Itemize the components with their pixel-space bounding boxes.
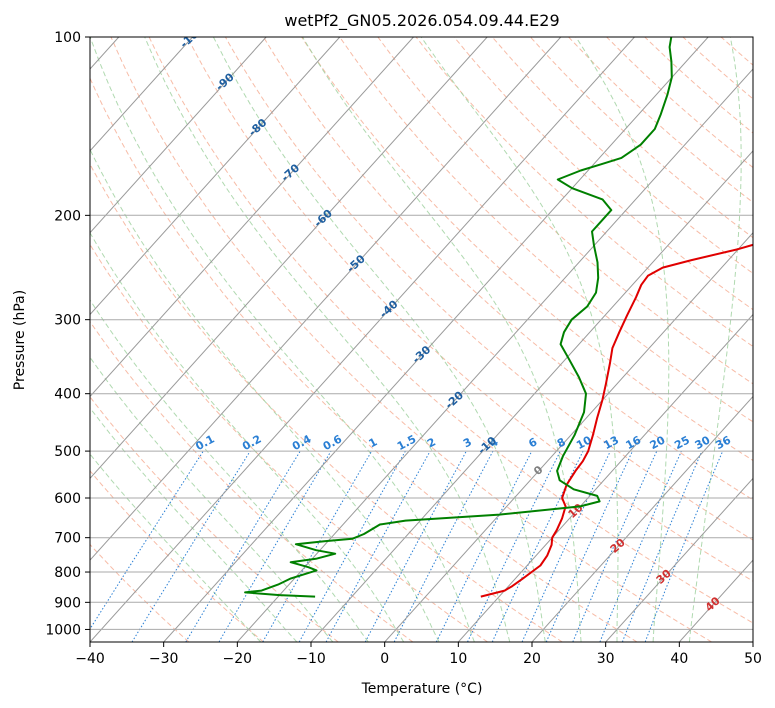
moist-adiabat xyxy=(420,37,619,642)
isotherm xyxy=(384,232,753,642)
dry-adiabat xyxy=(301,37,753,462)
dry-adiabat xyxy=(415,37,753,348)
moist-adiabat xyxy=(688,37,742,642)
x-tick-label: 50 xyxy=(744,651,762,667)
background-lines xyxy=(90,37,753,642)
x-tick-label: −10 xyxy=(296,651,326,667)
dry-adiabat xyxy=(90,396,339,642)
moist-adiabat xyxy=(302,37,582,642)
moist-adiabat xyxy=(212,37,546,642)
y-tick-label: 200 xyxy=(54,208,81,224)
dewpoint-line xyxy=(244,37,673,598)
y-axis-ticks: 100 200 300 400 500 600 700 800 900 1000 xyxy=(45,30,90,638)
isotherm xyxy=(90,37,414,398)
mixing-ratio-line xyxy=(90,450,204,630)
dry-adiabat xyxy=(262,37,753,501)
profile-series xyxy=(244,37,753,598)
mixing-ratio-label: 30 xyxy=(693,433,713,452)
isotherm xyxy=(90,37,341,316)
mixing-ratio-line xyxy=(621,450,703,642)
x-axis-ticks: −40 −30 −20 −10 0 10 20 30 40 50 xyxy=(75,642,762,667)
moist-adiabat xyxy=(90,148,440,642)
x-tick-label: 30 xyxy=(597,651,615,667)
dry-adiabat xyxy=(90,320,414,642)
y-tick-label: 700 xyxy=(54,531,81,547)
x-tick-label: −20 xyxy=(223,651,253,667)
mixing-ratio-label: 13 xyxy=(601,433,621,452)
moist-adiabat xyxy=(144,37,511,642)
isotherm xyxy=(457,313,753,642)
y-tick-label: 100 xyxy=(54,30,81,46)
mixing-ratio-label: 25 xyxy=(672,433,692,452)
isotherm xyxy=(163,37,709,642)
y-axis-title: Pressure (hPa) xyxy=(12,290,28,390)
y-tick-label: 1000 xyxy=(45,622,81,638)
mixing-ratio-line xyxy=(185,450,301,642)
moist-adiabat xyxy=(90,299,369,642)
plot-frame xyxy=(89,36,754,643)
mixing-ratio-line xyxy=(491,450,584,642)
y-tick-label: 900 xyxy=(54,595,81,611)
mixing-ratio-line xyxy=(325,450,431,642)
mixing-ratio-label: 20 xyxy=(648,433,668,452)
isotherm xyxy=(310,150,753,642)
isotherm xyxy=(90,37,562,561)
dry-adiabat xyxy=(186,37,753,582)
mixing-ratio-label: 16 xyxy=(624,433,644,452)
moist-adiabat xyxy=(90,37,475,642)
dry-adiabat xyxy=(224,37,753,541)
dry-adiabat xyxy=(377,37,753,385)
mixing-ratio-line xyxy=(364,450,467,642)
y-tick-label: 300 xyxy=(54,313,81,329)
y-tick-label: 400 xyxy=(54,387,81,403)
x-tick-label: −40 xyxy=(75,651,105,667)
mixing-ratio-line xyxy=(545,450,633,642)
isotherm xyxy=(90,37,267,234)
mixing-ratio-line xyxy=(572,450,658,642)
chart-title: wetPf2_GN05.2026.054.09.44.E29 xyxy=(284,11,559,31)
dry-adiabat xyxy=(491,37,753,275)
dry-adiabat xyxy=(567,37,753,204)
mixing-ratio-line xyxy=(298,450,406,642)
x-tick-label: 40 xyxy=(670,651,688,667)
mixing-ratio-line xyxy=(599,450,682,642)
x-tick-label: −30 xyxy=(149,651,179,667)
isotherm xyxy=(90,37,488,480)
dry-adiabat xyxy=(90,243,488,642)
dry-adiabat xyxy=(110,37,712,642)
x-tick-label: 20 xyxy=(523,651,541,667)
dry-adiabat xyxy=(148,37,753,624)
isotherm xyxy=(605,477,753,642)
moist-adiabat xyxy=(90,231,405,642)
moist-adiabat xyxy=(90,356,334,642)
isotherm xyxy=(90,37,193,152)
moist-adiabat xyxy=(575,37,670,642)
x-tick-label: 10 xyxy=(449,651,467,667)
y-tick-label: 800 xyxy=(54,565,81,581)
mixing-ratio-label: 36 xyxy=(713,433,733,452)
dry-adiabat xyxy=(90,77,638,642)
y-tick-label: 500 xyxy=(54,444,81,460)
mixing-ratio-line xyxy=(644,450,724,642)
isotherm xyxy=(90,37,635,642)
x-tick-label: 0 xyxy=(380,651,389,667)
temperature-line xyxy=(480,243,753,598)
x-axis-title: Temperature (°C) xyxy=(361,681,483,697)
mixing-ratio-line xyxy=(435,450,533,642)
isotherm xyxy=(531,395,753,642)
dry-adiabat xyxy=(339,37,753,423)
mixing-ratio-line xyxy=(393,450,494,642)
mixing-ratio-line xyxy=(131,450,251,642)
y-tick-label: 600 xyxy=(54,491,81,507)
